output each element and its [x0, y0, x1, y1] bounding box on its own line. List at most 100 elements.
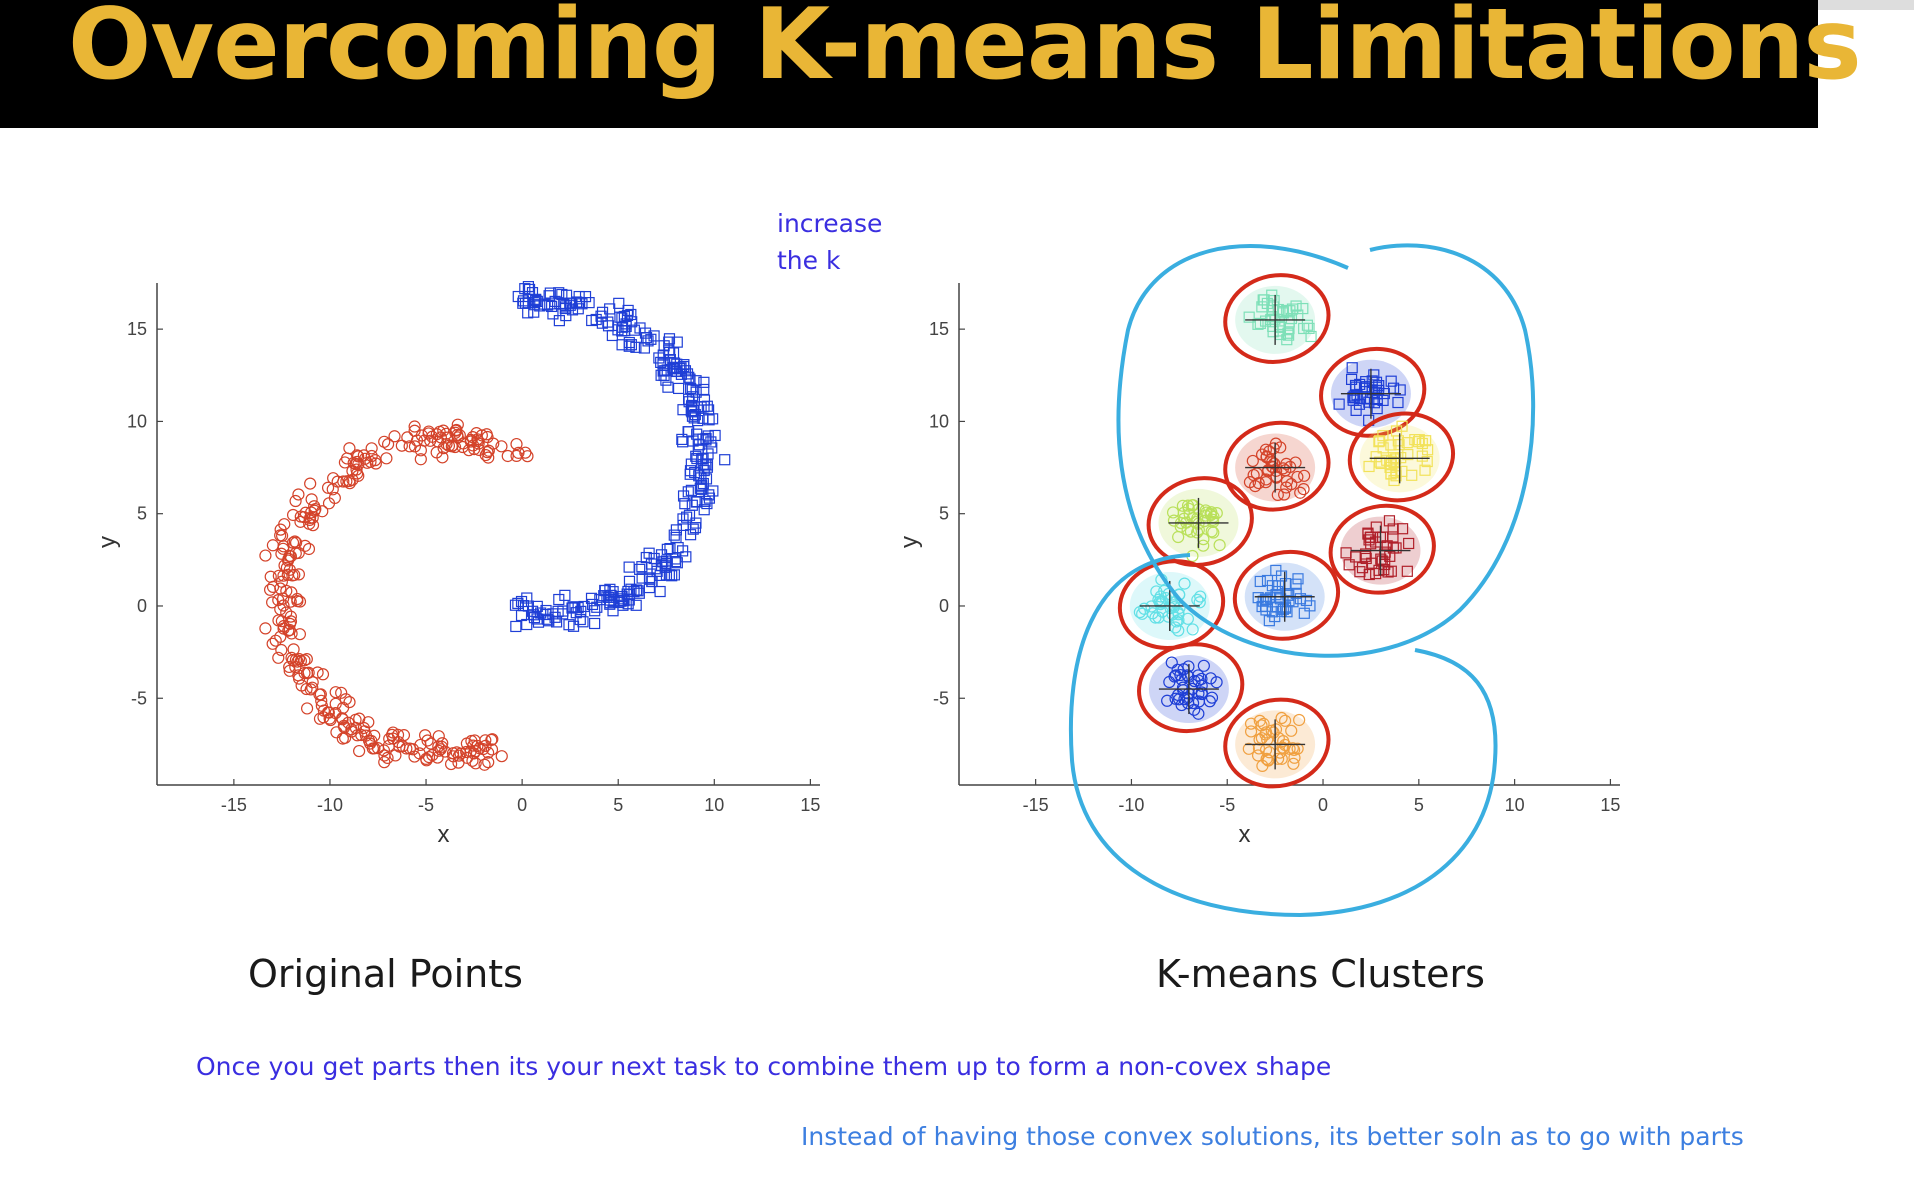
data-point-blue — [666, 570, 678, 582]
data-point-blue — [698, 401, 710, 413]
data-point-red — [303, 517, 316, 530]
cluster-point — [1254, 575, 1266, 588]
cluster-point — [1292, 573, 1304, 585]
data-point-red — [259, 622, 272, 635]
data-point-red — [469, 757, 482, 770]
data-point-blue — [589, 617, 601, 630]
cluster-point — [1243, 311, 1255, 323]
data-point-blue — [616, 339, 628, 351]
cluster-point — [1291, 470, 1304, 484]
caption-original-points: Original Points — [248, 952, 523, 996]
x-axis-label: x — [438, 821, 450, 848]
cluster-point — [1390, 542, 1402, 554]
data-point-red — [292, 488, 305, 501]
cluster-point — [1350, 381, 1362, 393]
data-point-blue — [623, 588, 636, 601]
annotation-red-ring — [1223, 697, 1331, 789]
data-point-red — [456, 440, 469, 454]
data-point-red — [442, 439, 456, 452]
data-point-red — [353, 744, 366, 758]
data-point-red — [317, 704, 331, 717]
cluster-point — [1374, 456, 1386, 468]
data-point-blue — [560, 309, 572, 322]
cluster-point — [1392, 435, 1404, 447]
data-point-blue — [573, 290, 585, 303]
cluster-point — [1267, 301, 1279, 313]
data-point-red — [460, 745, 473, 759]
cluster-point — [1401, 565, 1413, 577]
data-point-red — [388, 430, 401, 443]
x-tick-label: 15 — [1600, 795, 1620, 815]
cluster-point — [1354, 566, 1366, 578]
data-point-red — [359, 729, 373, 742]
data-point-blue — [636, 561, 648, 573]
y-tick-label: 15 — [929, 319, 949, 339]
data-point-red — [361, 456, 374, 469]
cluster-point — [1192, 669, 1205, 682]
data-point-blue — [685, 382, 697, 395]
data-point-red — [449, 426, 462, 439]
data-point-red — [414, 453, 427, 466]
cluster-point — [1264, 454, 1277, 467]
data-point-blue — [636, 572, 648, 584]
cluster-point — [1385, 565, 1397, 577]
x-tick-label: -5 — [418, 795, 434, 815]
cluster-point — [1279, 578, 1292, 590]
data-point-red — [422, 751, 436, 764]
data-point-blue — [531, 600, 543, 612]
data-point-blue — [622, 585, 634, 598]
x-axis-label: x — [1239, 821, 1251, 848]
data-point-blue — [692, 444, 704, 456]
data-point-red — [400, 742, 413, 755]
cluster-point — [1205, 525, 1218, 538]
data-point-blue — [686, 499, 698, 511]
data-point-blue — [707, 413, 719, 425]
data-point-red — [343, 477, 356, 490]
data-point-red — [352, 450, 365, 463]
data-point-red — [481, 446, 494, 459]
cluster-point — [1256, 600, 1268, 613]
data-point-red — [343, 442, 356, 455]
data-point-blue — [707, 485, 719, 497]
y-tick-label: -5 — [131, 688, 147, 708]
x-tick-label: 0 — [517, 795, 527, 815]
cluster-point — [1412, 436, 1425, 448]
cluster-point — [1192, 687, 1205, 700]
y-tick-label: 10 — [929, 411, 949, 431]
data-point-blue — [663, 333, 676, 345]
cluster-point — [1377, 394, 1389, 407]
data-point-blue — [673, 382, 685, 395]
annotation-red-ring — [1223, 420, 1331, 512]
annotation-red-ring — [1319, 346, 1427, 438]
data-point-red — [475, 429, 488, 442]
data-point-blue — [701, 461, 713, 473]
cluster-point — [1175, 673, 1188, 686]
data-point-blue — [583, 297, 595, 309]
cluster-point — [1287, 757, 1300, 770]
cluster-point — [1390, 466, 1402, 478]
y-tick-label: 5 — [137, 504, 147, 524]
data-point-red — [403, 440, 416, 453]
cluster-point — [1205, 691, 1219, 704]
cluster-point — [1305, 330, 1317, 343]
data-point-blue — [623, 340, 635, 352]
data-point-blue — [667, 363, 679, 375]
data-point-blue — [702, 430, 714, 442]
y-axis-label: y — [94, 536, 121, 548]
data-point-blue — [676, 433, 688, 446]
data-point-blue — [616, 593, 628, 605]
data-point-blue — [599, 584, 611, 597]
data-point-red — [283, 617, 297, 630]
data-point-red — [495, 440, 508, 453]
data-point-blue — [690, 517, 702, 529]
data-point-blue — [706, 442, 718, 454]
cluster-point — [1285, 478, 1298, 491]
cluster-point — [1283, 595, 1295, 607]
data-point-red — [485, 743, 499, 756]
data-point-blue — [684, 468, 696, 480]
cluster-point — [1294, 486, 1307, 499]
data-point-red — [486, 733, 499, 746]
cluster-point — [1210, 506, 1223, 520]
cluster-point — [1268, 294, 1280, 307]
cluster-point — [1294, 593, 1307, 605]
